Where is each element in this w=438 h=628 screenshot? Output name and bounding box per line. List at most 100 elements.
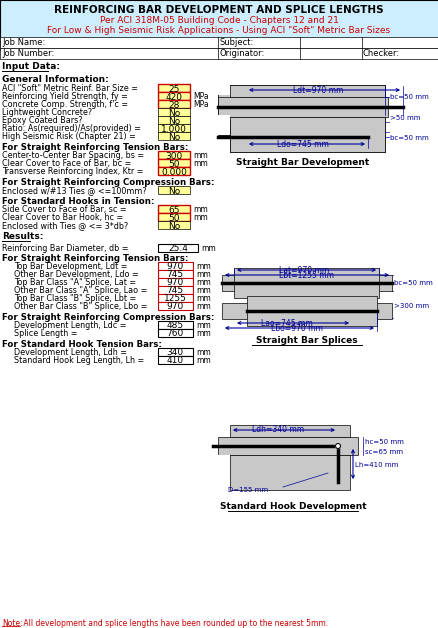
Text: For Straight Reinforcing Compression Bars:: For Straight Reinforcing Compression Bar… xyxy=(2,178,214,187)
Bar xyxy=(158,213,190,220)
Bar xyxy=(218,85,384,135)
Text: Transverse Reinforcing Index, Ktr =: Transverse Reinforcing Index, Ktr = xyxy=(2,167,143,176)
Text: Clear Cover to Face of Bar, bc =: Clear Cover to Face of Bar, bc = xyxy=(2,159,131,168)
Text: MPa: MPa xyxy=(193,100,208,109)
Bar xyxy=(158,84,190,92)
Text: Clear Cover to Bar Hook, hc =: Clear Cover to Bar Hook, hc = xyxy=(2,213,123,222)
Text: Reinforcing Bar Diameter, db =: Reinforcing Bar Diameter, db = xyxy=(2,244,128,253)
Text: 485: 485 xyxy=(166,321,183,330)
Text: 970: 970 xyxy=(166,302,183,311)
Text: bc=50 mm: bc=50 mm xyxy=(389,135,428,141)
Bar xyxy=(158,124,190,131)
Text: 50: 50 xyxy=(168,160,179,169)
Bar xyxy=(158,262,193,269)
Text: High Seismic Risk (Chapter 21) =: High Seismic Risk (Chapter 21) = xyxy=(2,132,136,141)
Text: bc=50 mm: bc=50 mm xyxy=(393,280,432,286)
Bar xyxy=(230,455,349,490)
Bar xyxy=(222,303,391,319)
Text: mm: mm xyxy=(195,270,210,279)
Text: Other Bar Class "B" Splice, Lbo =: Other Bar Class "B" Splice, Lbo = xyxy=(14,302,147,311)
Bar xyxy=(158,302,193,310)
Bar xyxy=(0,48,438,59)
Text: Lh=410 mm: Lh=410 mm xyxy=(354,462,397,468)
Bar xyxy=(218,455,230,490)
Text: Standard Hook Leg Length, Lh =: Standard Hook Leg Length, Lh = xyxy=(14,356,144,365)
Bar xyxy=(218,85,230,95)
Text: >50 mm: >50 mm xyxy=(389,115,420,121)
Bar xyxy=(158,108,190,116)
Text: 970: 970 xyxy=(166,278,183,287)
Text: mm: mm xyxy=(195,286,210,295)
Text: 410: 410 xyxy=(166,356,183,365)
Text: Standard Hook Development: Standard Hook Development xyxy=(219,502,365,511)
Text: mm: mm xyxy=(193,205,207,214)
Text: Enclosed w/#13 Ties @ <=100mm?: Enclosed w/#13 Ties @ <=100mm? xyxy=(2,186,146,195)
Text: No: No xyxy=(167,109,180,118)
Text: Originator:: Originator: xyxy=(219,49,265,58)
Text: No: No xyxy=(167,187,180,196)
Text: Ldt=970 mm: Ldt=970 mm xyxy=(292,86,343,95)
Bar xyxy=(247,296,376,326)
Text: Concrete Comp. Strength, f'c =: Concrete Comp. Strength, f'c = xyxy=(2,100,128,109)
Text: Development Length, Ldh =: Development Length, Ldh = xyxy=(14,348,127,357)
Bar xyxy=(158,270,193,278)
Text: For Straight Reinforcing Tension Bars:: For Straight Reinforcing Tension Bars: xyxy=(2,143,188,152)
Text: Per ACI 318M-05 Building Code - Chapters 12 and 21: Per ACI 318M-05 Building Code - Chapters… xyxy=(99,16,338,25)
Text: Other Bar Class "A" Splice, Lao =: Other Bar Class "A" Splice, Lao = xyxy=(14,286,147,295)
Bar xyxy=(158,348,193,355)
Bar xyxy=(158,92,190,99)
Circle shape xyxy=(335,443,340,448)
Text: Enclosed with Ties @ <= 3*db?: Enclosed with Ties @ <= 3*db? xyxy=(2,221,128,230)
Text: Checker:: Checker: xyxy=(362,49,399,58)
Bar xyxy=(158,116,190,124)
Text: mm: mm xyxy=(195,356,210,365)
Text: sc=65 mm: sc=65 mm xyxy=(364,449,402,455)
Text: All development and splice lengths have been rounded up to the nearest 5mm.: All development and splice lengths have … xyxy=(21,619,327,628)
Text: For Straight Reinforcing Compression Bars:: For Straight Reinforcing Compression Bar… xyxy=(2,313,214,322)
Bar xyxy=(222,275,391,291)
Bar xyxy=(158,244,198,251)
Text: Splice Length =: Splice Length = xyxy=(14,329,78,338)
Text: 1.000: 1.000 xyxy=(161,125,187,134)
Text: Epoxy Coated Bars?: Epoxy Coated Bars? xyxy=(2,116,82,125)
Text: Lbo=970 mm: Lbo=970 mm xyxy=(270,324,322,333)
Text: 970: 970 xyxy=(166,262,183,271)
Text: mm: mm xyxy=(195,294,210,303)
Bar xyxy=(230,425,349,437)
Text: 745: 745 xyxy=(166,270,183,279)
Text: Input Data:: Input Data: xyxy=(2,62,60,71)
Text: Lightweight Concrete?: Lightweight Concrete? xyxy=(2,108,92,117)
Text: Top Bar Development, Ldt =: Top Bar Development, Ldt = xyxy=(14,262,127,271)
Bar xyxy=(158,221,190,229)
Bar xyxy=(158,186,190,193)
Text: mm: mm xyxy=(195,348,210,357)
Text: 65: 65 xyxy=(168,206,179,215)
Text: Lao=745 mm: Lao=745 mm xyxy=(261,319,312,328)
Text: mm: mm xyxy=(195,321,210,330)
Bar xyxy=(0,0,438,50)
Text: Lbt=1255 mm: Lbt=1255 mm xyxy=(279,271,334,280)
Bar xyxy=(230,85,384,97)
Text: mm: mm xyxy=(193,213,207,222)
Text: D=155 mm: D=155 mm xyxy=(227,487,268,493)
Text: Ldh=340 mm: Ldh=340 mm xyxy=(251,425,304,434)
Text: ACI "Soft" Metric Reinf. Bar Size =: ACI "Soft" Metric Reinf. Bar Size = xyxy=(2,84,138,93)
Text: No: No xyxy=(167,222,180,231)
Bar xyxy=(158,151,190,158)
Text: General Information:: General Information: xyxy=(2,75,109,84)
Bar xyxy=(158,132,190,139)
Text: >300 mm: >300 mm xyxy=(393,303,428,309)
Text: 300: 300 xyxy=(165,152,182,161)
Bar xyxy=(158,321,193,328)
Text: 745: 745 xyxy=(166,286,183,295)
Text: No: No xyxy=(167,117,180,126)
Bar xyxy=(230,120,384,152)
Text: Ldo=745 mm: Ldo=745 mm xyxy=(276,140,328,149)
Bar xyxy=(218,425,230,437)
Text: Development Length, Ldc =: Development Length, Ldc = xyxy=(14,321,126,330)
Bar xyxy=(218,97,387,117)
Bar xyxy=(158,159,190,166)
Text: 0.000: 0.000 xyxy=(161,168,187,177)
Text: mm: mm xyxy=(195,329,210,338)
Text: REINFORCING BAR DEVELOPMENT AND SPLICE LENGTHS: REINFORCING BAR DEVELOPMENT AND SPLICE L… xyxy=(54,5,383,15)
